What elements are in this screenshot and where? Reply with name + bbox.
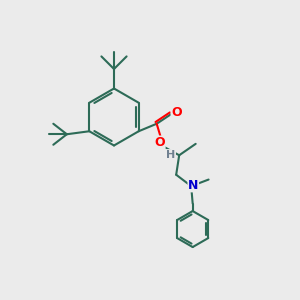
Text: H: H	[166, 150, 176, 160]
Text: N: N	[188, 179, 199, 192]
Text: O: O	[154, 136, 165, 149]
Text: O: O	[171, 106, 182, 119]
